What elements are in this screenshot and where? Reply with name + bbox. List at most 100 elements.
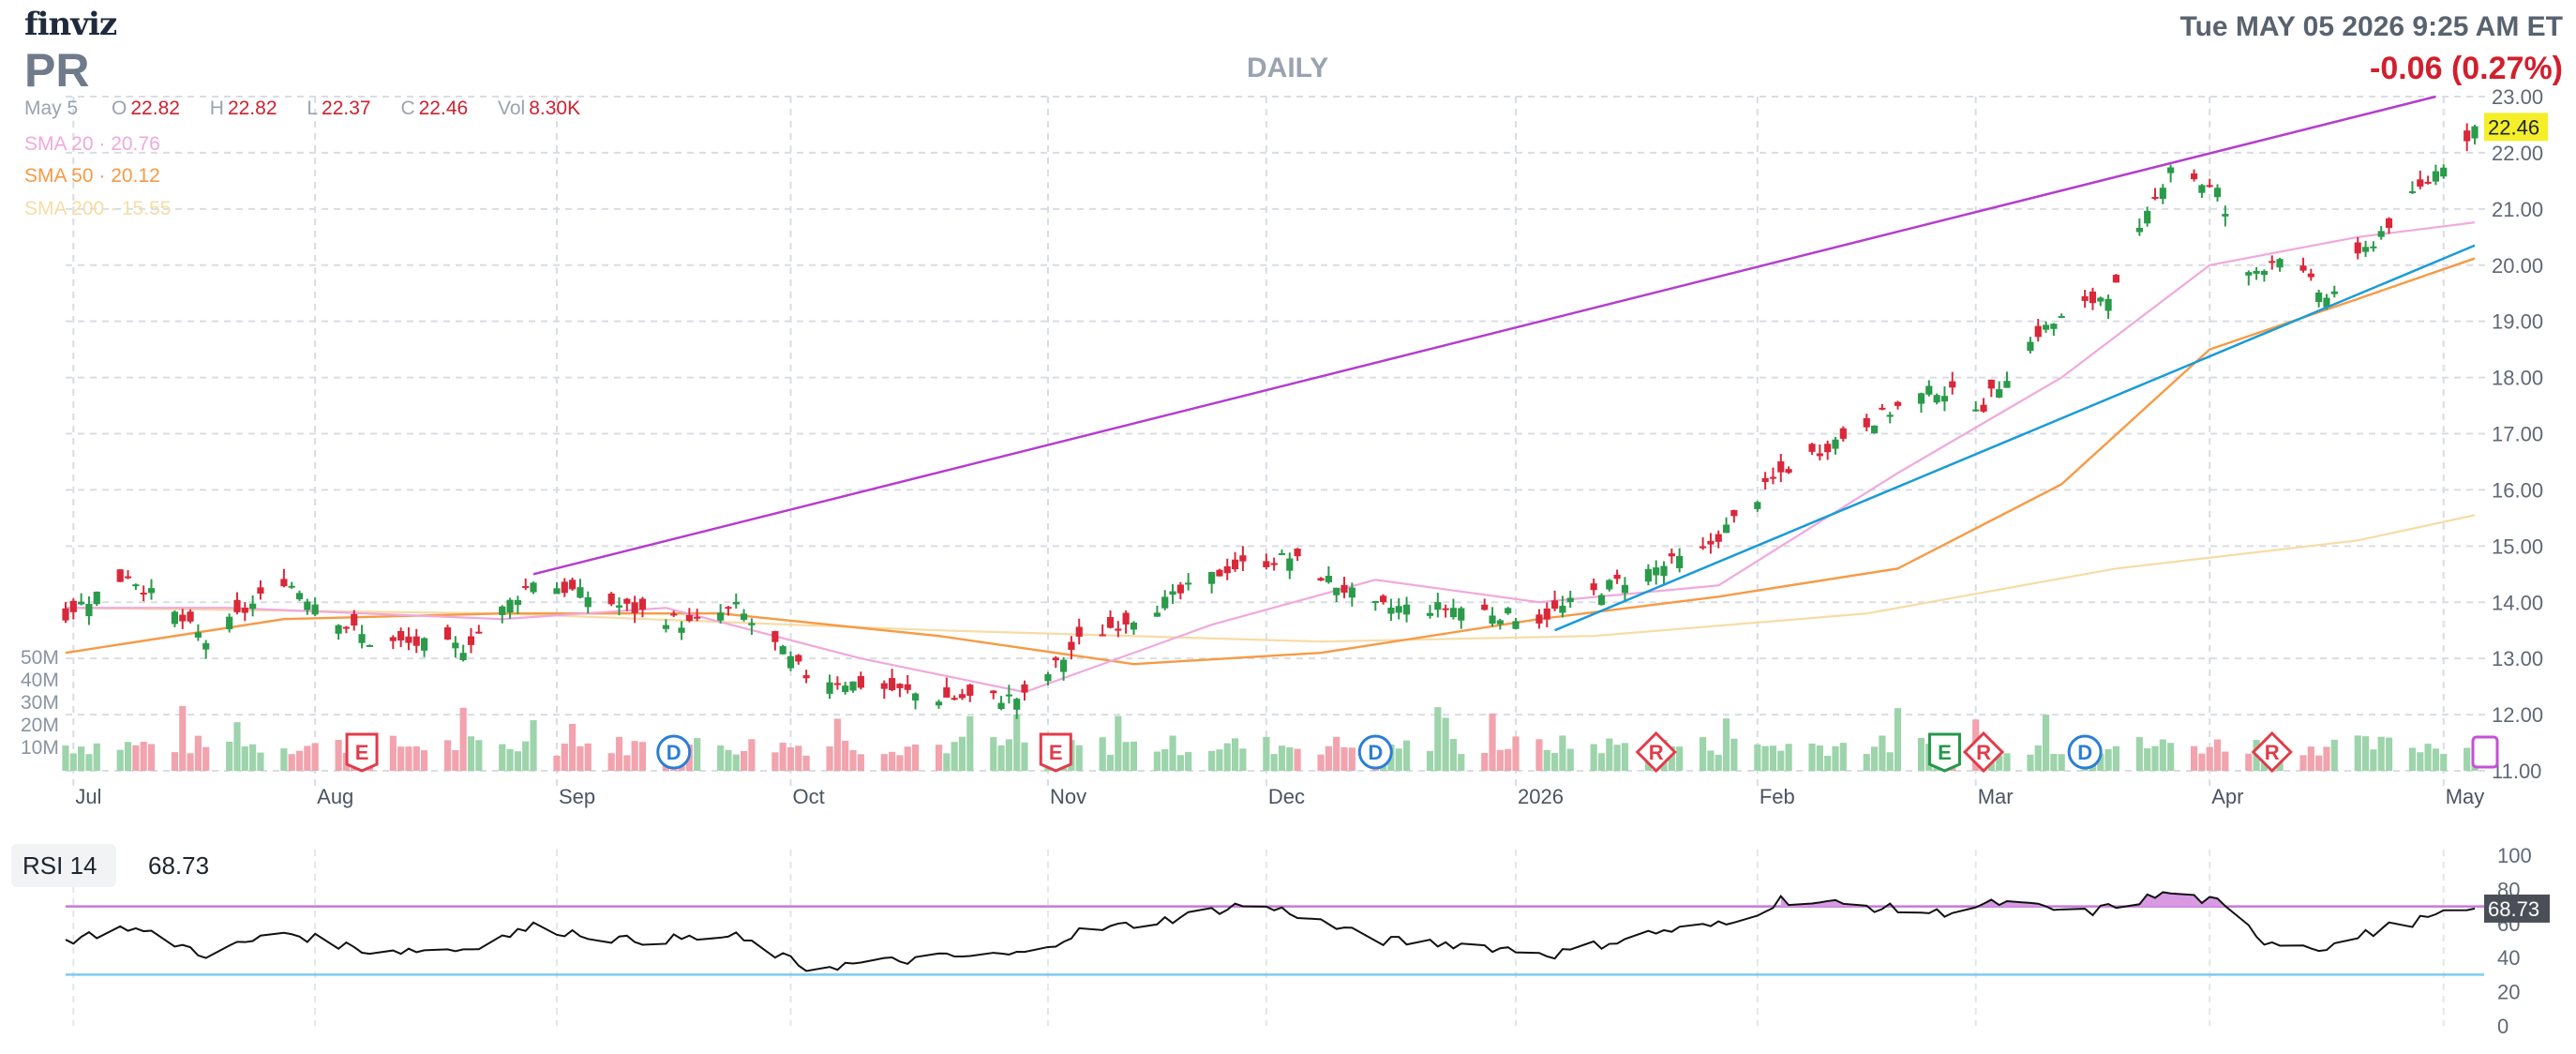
candle-body — [1348, 587, 1355, 598]
candle-body — [2058, 316, 2065, 319]
volume-bar — [1216, 749, 1223, 771]
candle — [1653, 560, 1660, 585]
candle — [179, 609, 187, 629]
candle-body — [2198, 185, 2206, 193]
trendline-lower[interactable] — [1554, 244, 2476, 632]
candle-body — [880, 683, 888, 689]
candle — [662, 619, 670, 633]
rating-marker-shape — [1635, 730, 1677, 774]
volume-bar — [943, 753, 951, 771]
finviz-logo[interactable]: finviz — [24, 6, 117, 43]
high-label: H — [209, 98, 224, 119]
rsi-tick-label: 100 — [2497, 844, 2532, 867]
candle-body — [1769, 476, 1777, 479]
volume-bar — [1231, 738, 1239, 771]
volume-bar — [826, 745, 833, 771]
volume-bar — [2206, 746, 2213, 771]
candle — [1496, 618, 1504, 630]
event-dividend[interactable]: D — [2067, 734, 2103, 770]
candle-body — [725, 607, 732, 610]
high-value: 22.82 — [227, 98, 277, 119]
candle-body — [1653, 567, 1660, 576]
volume-bar — [132, 745, 140, 771]
candle — [1185, 573, 1192, 591]
candle-body — [405, 636, 412, 643]
candle — [2135, 218, 2143, 236]
rsi-line — [65, 891, 2476, 972]
candle-body — [530, 582, 537, 593]
candle-body — [1231, 559, 1239, 570]
candle-body — [2081, 295, 2089, 301]
candle — [1754, 501, 1761, 512]
candle — [1348, 582, 1355, 607]
candle — [147, 579, 156, 600]
event-rating[interactable]: R — [2251, 730, 2293, 774]
x-tick-label: May — [2446, 785, 2485, 808]
candle — [623, 597, 631, 611]
candle-body — [1402, 604, 1411, 615]
candle — [1590, 579, 1597, 595]
candle — [2097, 296, 2104, 307]
candle — [2464, 123, 2471, 152]
volume-bar — [1808, 743, 1816, 771]
candle — [1060, 656, 1068, 681]
candle-body — [2144, 210, 2151, 224]
rsi-label-box[interactable] — [11, 844, 116, 887]
volume-bar — [2222, 751, 2229, 771]
volume-bar — [2464, 747, 2471, 771]
candle — [2198, 184, 2206, 198]
event-rating[interactable]: R — [1962, 730, 2005, 774]
candle-body — [1816, 453, 1823, 457]
y-tick-label: 17.00 — [2492, 423, 2543, 446]
volume-bar — [1761, 745, 1769, 771]
volume-bar — [78, 746, 85, 771]
event-earnings-green[interactable]: E — [1927, 732, 1961, 773]
rsi-overbought-fill — [1984, 899, 2046, 907]
candle-body — [1208, 572, 1216, 584]
candle — [514, 595, 521, 614]
datetime-label: Tue MAY 05 2026 9:25 AM ET — [2179, 11, 2563, 42]
trendline-upper[interactable] — [532, 95, 2436, 576]
candle-body — [904, 684, 911, 690]
volume-bar — [522, 741, 530, 771]
candle — [2471, 125, 2479, 145]
event-rating[interactable]: R — [1635, 730, 1677, 774]
volume-bar — [335, 740, 342, 771]
event-earnings[interactable]: E — [1039, 732, 1072, 773]
volume-bar — [1597, 753, 1606, 771]
candle — [615, 596, 623, 616]
volume-bar — [62, 745, 69, 771]
candle — [1371, 600, 1379, 611]
volume-bar — [1130, 741, 1138, 771]
candle-body — [1294, 549, 1301, 557]
candle-body — [397, 630, 405, 640]
timeframe-label: DAILY — [1247, 53, 1329, 83]
candle — [1325, 565, 1332, 584]
sma20-legend[interactable]: SMA 20 · 20.76 — [24, 133, 160, 155]
close-value: 22.46 — [418, 98, 469, 119]
edge-marker[interactable] — [2471, 735, 2499, 769]
volume-bar — [1996, 755, 2003, 771]
candle — [2385, 217, 2393, 234]
candle — [421, 637, 428, 657]
sma200-legend[interactable]: SMA 200 · 15.55 — [24, 198, 172, 219]
sma50-line — [65, 257, 2476, 666]
candle — [1380, 594, 1387, 605]
event-dividend[interactable]: D — [656, 734, 692, 770]
volume-bar — [1754, 744, 1761, 771]
sma50-legend[interactable]: SMA 50 · 20.12 — [24, 165, 160, 187]
volume-bar — [1013, 714, 1021, 771]
event-earnings[interactable]: E — [345, 732, 379, 773]
candle-body — [1535, 614, 1543, 624]
volume-bar — [1481, 752, 1489, 771]
volume-bar — [904, 746, 911, 771]
event-dividend[interactable]: D — [1357, 734, 1393, 770]
volume-bar — [1395, 748, 1402, 771]
candle — [2222, 205, 2229, 227]
candle-body — [1263, 561, 1270, 567]
candle — [1894, 400, 1902, 410]
candle — [990, 690, 997, 700]
candle — [685, 608, 693, 623]
